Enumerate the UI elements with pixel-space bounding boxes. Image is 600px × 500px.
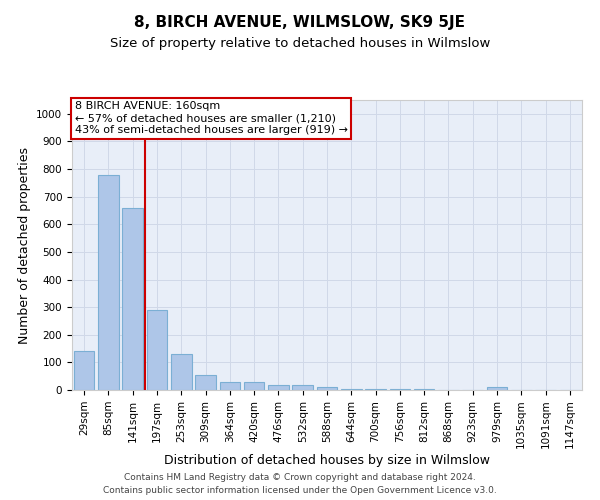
Bar	[487, 387, 508, 390]
Bar	[171, 354, 191, 390]
Bar	[317, 387, 337, 390]
Text: Contains HM Land Registry data © Crown copyright and database right 2024.
Contai: Contains HM Land Registry data © Crown c…	[103, 474, 497, 495]
Bar	[74, 352, 94, 390]
Y-axis label: Number of detached properties: Number of detached properties	[17, 146, 31, 344]
Text: Size of property relative to detached houses in Wilmslow: Size of property relative to detached ho…	[110, 38, 490, 51]
Bar	[389, 388, 410, 390]
Bar	[244, 382, 265, 390]
Text: 8 BIRCH AVENUE: 160sqm
← 57% of detached houses are smaller (1,210)
43% of semi-: 8 BIRCH AVENUE: 160sqm ← 57% of detached…	[74, 102, 347, 134]
Bar	[292, 385, 313, 390]
Bar	[268, 386, 289, 390]
Text: 8, BIRCH AVENUE, WILMSLOW, SK9 5JE: 8, BIRCH AVENUE, WILMSLOW, SK9 5JE	[134, 15, 466, 30]
X-axis label: Distribution of detached houses by size in Wilmslow: Distribution of detached houses by size …	[164, 454, 490, 467]
Bar	[341, 388, 362, 390]
Bar	[98, 174, 119, 390]
Bar	[195, 375, 216, 390]
Bar	[122, 208, 143, 390]
Bar	[146, 310, 167, 390]
Bar	[220, 382, 240, 390]
